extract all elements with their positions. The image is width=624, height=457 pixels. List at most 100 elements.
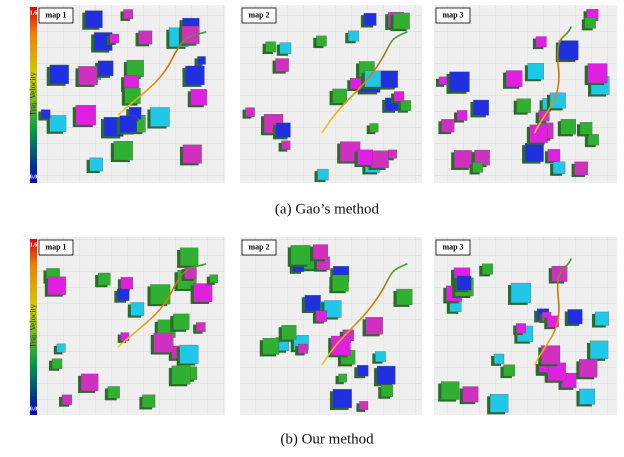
map-label-box (435, 239, 471, 256)
obstacle (265, 41, 277, 53)
map-label-box (241, 239, 277, 256)
colorbar-label: Traj. Velocity (28, 304, 37, 348)
figure-row: 1.6 0.0 Traj. Velocity map 1 map 2 map 3 (b) O… (28, 237, 617, 447)
obstacle (126, 59, 144, 78)
obstacle (584, 17, 596, 29)
obstacle (587, 63, 608, 84)
obstacle (245, 107, 255, 117)
obstacle (524, 142, 544, 162)
obstacle (332, 274, 349, 292)
obstacle (75, 104, 96, 126)
obstacle (275, 122, 291, 138)
trajectory (533, 26, 573, 134)
obstacle (279, 42, 292, 54)
obstacle (41, 109, 51, 119)
obstacle (130, 302, 145, 316)
obstacle (375, 351, 386, 362)
caption: (b) Our method (280, 431, 374, 447)
obstacle (359, 401, 369, 411)
obstacle (197, 56, 206, 65)
obstacle (89, 157, 103, 172)
figure-row: 1.6 0.0 Traj. Velocity map 1 map 2 map 3 (a) G… (28, 5, 617, 217)
obstacle (117, 288, 130, 301)
obstacle (547, 149, 561, 162)
obstacle (400, 100, 412, 111)
map-background (240, 237, 422, 415)
obstacle (396, 288, 413, 306)
obstacle (298, 343, 308, 354)
obstacle (332, 88, 347, 104)
obstacle (332, 389, 352, 409)
obstacle (281, 325, 297, 340)
obstacle (560, 119, 577, 135)
obstacle (505, 70, 523, 87)
obstacle (209, 274, 219, 283)
obstacle (338, 373, 347, 383)
obstacle (552, 161, 566, 174)
obstacle (119, 115, 137, 133)
obstacle (196, 322, 206, 332)
obstacle (371, 150, 389, 169)
obstacle (441, 381, 460, 400)
obstacle (138, 30, 153, 45)
obstacle (493, 353, 505, 365)
obstacle (357, 365, 369, 377)
obstacle (350, 78, 362, 90)
obstacle (120, 332, 130, 342)
map-label: map 1 (45, 10, 66, 19)
obstacle (579, 122, 593, 135)
obstacle (376, 365, 396, 385)
map-label-box (241, 7, 277, 24)
map-label: map 3 (442, 242, 463, 251)
obstacle (304, 295, 321, 312)
obstacle (123, 75, 139, 91)
obstacle (438, 76, 448, 85)
obstacle (357, 149, 373, 166)
map-panel: map 1 (37, 5, 225, 183)
obstacle (558, 40, 579, 61)
obstacle (381, 384, 394, 397)
obstacle (364, 70, 381, 88)
colorbar (30, 239, 37, 415)
obstacle (312, 244, 329, 260)
colorbar-max: 1.6 (30, 242, 38, 248)
trajectory (117, 262, 207, 348)
obstacle (262, 338, 280, 355)
map-label: map 3 (442, 10, 463, 19)
obstacle (193, 283, 213, 303)
map-panel: map 3 (434, 237, 617, 415)
obstacle (510, 282, 531, 304)
obstacle (51, 358, 63, 369)
obstacle (97, 60, 114, 77)
trajectory (321, 30, 408, 134)
obstacle (393, 12, 410, 30)
map-panel: map 2 (240, 5, 422, 183)
obstacle (78, 66, 98, 86)
map-panel: map 2 (240, 237, 422, 415)
map-label-box (38, 239, 74, 256)
obstacle (316, 35, 327, 47)
obstacle (456, 110, 468, 121)
obstacle (331, 335, 351, 356)
obstacle (456, 275, 472, 291)
obstacle (547, 315, 559, 328)
obstacle (472, 162, 483, 173)
obstacle (549, 92, 566, 109)
obstacle (171, 365, 191, 385)
obstacle (441, 119, 455, 133)
obstacle (516, 98, 531, 113)
obstacle (179, 247, 199, 267)
obstacle (120, 277, 133, 290)
map-label: map 1 (45, 242, 66, 251)
map-label-box (38, 7, 74, 24)
obstacle (107, 386, 120, 399)
obstacle (462, 386, 479, 403)
obstacle (567, 309, 583, 325)
obstacle (275, 58, 289, 72)
obstacle (380, 70, 398, 88)
map-label: map 2 (248, 10, 269, 19)
obstacle (190, 89, 207, 106)
obstacle (173, 313, 190, 330)
obstacle (589, 340, 609, 360)
obstacle (574, 161, 588, 176)
